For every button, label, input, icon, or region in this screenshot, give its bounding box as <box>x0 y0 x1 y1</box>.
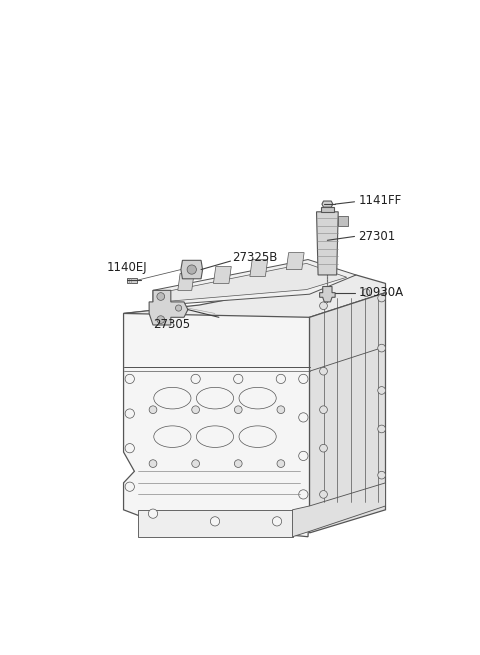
Circle shape <box>234 374 243 384</box>
Polygon shape <box>214 267 231 284</box>
Circle shape <box>125 374 134 384</box>
Circle shape <box>378 386 385 394</box>
Circle shape <box>320 444 327 452</box>
Circle shape <box>362 289 370 297</box>
Circle shape <box>320 367 327 375</box>
Polygon shape <box>286 253 304 270</box>
Polygon shape <box>321 207 334 212</box>
Circle shape <box>277 460 285 468</box>
Circle shape <box>320 406 327 413</box>
Polygon shape <box>316 212 338 275</box>
Circle shape <box>191 374 200 384</box>
Circle shape <box>299 374 308 384</box>
Circle shape <box>192 460 200 468</box>
Circle shape <box>157 316 165 324</box>
Circle shape <box>157 293 165 301</box>
Polygon shape <box>320 286 335 302</box>
Circle shape <box>299 413 308 422</box>
Circle shape <box>320 491 327 498</box>
Circle shape <box>234 460 242 468</box>
Circle shape <box>320 302 327 310</box>
Circle shape <box>276 374 286 384</box>
Circle shape <box>125 482 134 491</box>
Text: 1141FF: 1141FF <box>359 194 402 207</box>
Polygon shape <box>310 293 385 533</box>
Polygon shape <box>123 275 385 317</box>
Text: 27305: 27305 <box>153 318 190 331</box>
Polygon shape <box>250 259 268 276</box>
Circle shape <box>192 406 200 413</box>
Circle shape <box>149 460 157 468</box>
Polygon shape <box>322 201 333 207</box>
Circle shape <box>187 265 196 274</box>
Circle shape <box>277 406 285 413</box>
Circle shape <box>299 490 308 499</box>
Circle shape <box>378 294 385 302</box>
Circle shape <box>299 451 308 460</box>
Circle shape <box>125 443 134 453</box>
Circle shape <box>176 305 181 311</box>
Text: 10930A: 10930A <box>359 286 404 299</box>
Circle shape <box>378 472 385 479</box>
Polygon shape <box>149 290 188 325</box>
Polygon shape <box>338 215 348 226</box>
Polygon shape <box>153 259 356 306</box>
Text: 1140EJ: 1140EJ <box>107 261 147 274</box>
Circle shape <box>378 345 385 352</box>
Polygon shape <box>161 263 347 302</box>
Polygon shape <box>292 483 385 536</box>
Circle shape <box>272 517 282 526</box>
Circle shape <box>210 517 220 526</box>
Text: 27325B: 27325B <box>232 251 277 264</box>
Circle shape <box>125 409 134 418</box>
Text: 27301: 27301 <box>359 230 396 243</box>
Polygon shape <box>137 510 292 536</box>
Circle shape <box>148 509 157 518</box>
Polygon shape <box>127 278 137 283</box>
Circle shape <box>378 425 385 433</box>
Polygon shape <box>178 273 194 290</box>
Circle shape <box>149 406 157 413</box>
Polygon shape <box>123 306 310 536</box>
Circle shape <box>234 406 242 413</box>
Polygon shape <box>181 260 203 279</box>
